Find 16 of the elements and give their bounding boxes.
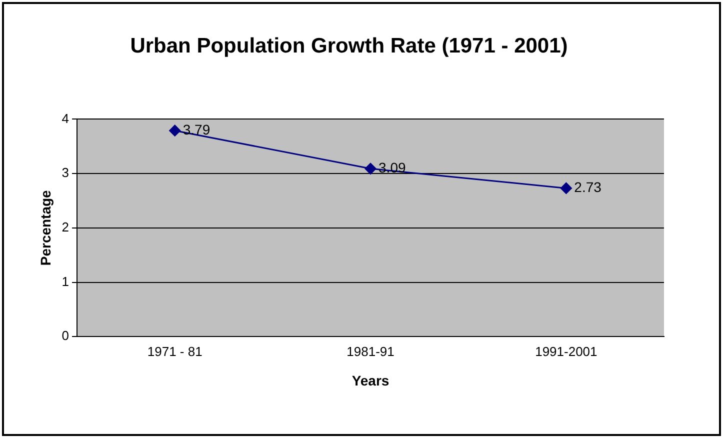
y-tick-label: 1	[62, 274, 70, 289]
y-tick-label: 3	[62, 165, 70, 180]
data-label: 2.73	[574, 179, 602, 196]
x-tick-label: 1991-2001	[535, 344, 598, 359]
y-tick-label: 0	[62, 328, 70, 344]
chart-title: Urban Population Growth Rate (1971 - 2001)	[130, 34, 568, 58]
x-axis-title: Years	[352, 372, 390, 388]
x-tick-label: 1971 - 81	[147, 344, 202, 359]
y-tick-label: 4	[62, 110, 70, 126]
point	[560, 182, 572, 194]
point	[169, 124, 181, 136]
x-tick-label: 1981-91	[346, 344, 394, 359]
y-tick-label: 2	[62, 219, 70, 234]
y-axis-title: Percentage	[37, 190, 54, 266]
point	[364, 162, 376, 174]
data-label: 3.79	[182, 121, 210, 138]
